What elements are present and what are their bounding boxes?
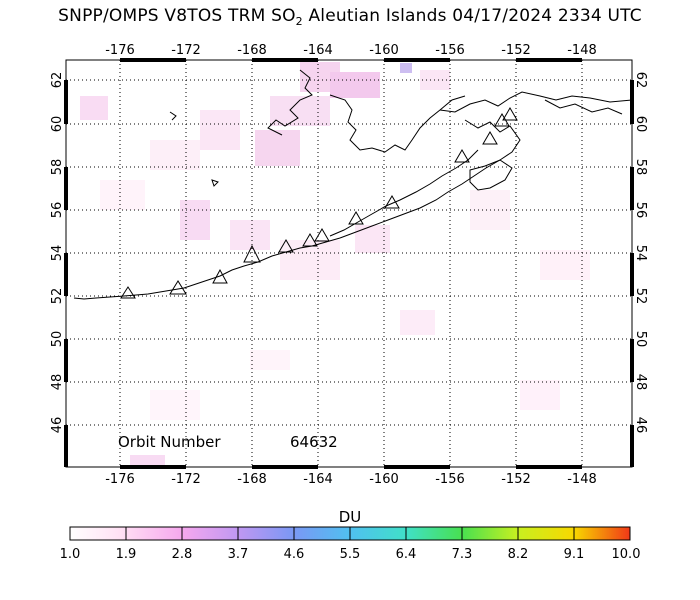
- triangle-icon: [120, 286, 136, 299]
- lat-label: 50: [50, 331, 65, 348]
- colorbar-tick-label: 9.1: [564, 547, 585, 562]
- so2-pixels: [80, 62, 590, 467]
- lat-label: 56: [50, 202, 65, 219]
- colorbar-tick-label: 5.5: [340, 547, 361, 562]
- coastline-bristol-bay: [329, 94, 466, 153]
- frame-scale-bars: [64, 58, 634, 469]
- lon-label: -160: [369, 43, 399, 58]
- lat-label: 50: [633, 331, 648, 348]
- lon-label: -164: [303, 472, 333, 487]
- triangle-icon: [502, 107, 518, 121]
- lon-label: -152: [501, 43, 531, 58]
- colorbar-unit: DU: [339, 508, 362, 526]
- lat-label: 60: [50, 116, 65, 133]
- colorbar-ticks: [125, 527, 575, 540]
- lon-label: -168: [237, 472, 267, 487]
- orbit-number: 64632: [290, 433, 338, 451]
- lon-label: -160: [369, 472, 399, 487]
- colorbar-tick-label: 3.7: [228, 547, 249, 562]
- map-title: SNPP/OMPS V8TOS TRM SO2 Aleutian Islands…: [0, 6, 700, 28]
- coastline-western-alaska: [267, 69, 313, 136]
- lon-label: -156: [435, 43, 465, 58]
- colorbar-tick-label: 8.2: [508, 547, 529, 562]
- lat-label: 62: [50, 72, 65, 89]
- lon-labels-top: -176 -172 -168 -164 -160 -156 -152 -148: [105, 43, 597, 58]
- lat-label: 46: [633, 417, 648, 434]
- coastline-cook-inlet: [544, 99, 623, 115]
- orbit-label: Orbit Number: [118, 433, 221, 451]
- title-subscript: 2: [295, 15, 303, 28]
- colorbar-tick-labels: 1.0 1.9 2.8 3.7 4.6 5.5 6.4 7.3 8.2 9.1 …: [60, 547, 641, 562]
- lat-label: 48: [50, 374, 65, 391]
- lat-labels-left: 62 60 58 56 54 52 50 48 46: [50, 72, 65, 434]
- lat-label: 54: [633, 245, 648, 262]
- triangle-icon: [243, 244, 261, 263]
- triangle-icon: [302, 233, 318, 247]
- triangle-icon: [384, 195, 400, 209]
- colorbar-tick-label: 10.0: [612, 547, 641, 562]
- lon-label: -148: [567, 472, 597, 487]
- lat-label: 48: [633, 374, 648, 391]
- lat-label: 58: [50, 159, 65, 176]
- lat-label: 52: [50, 288, 65, 305]
- coastlines: [73, 69, 633, 300]
- lon-labels-bottom: -176 -172 -168 -164 -160 -156 -152 -148: [105, 472, 597, 487]
- lat-label: 62: [633, 72, 648, 89]
- lat-label: 52: [633, 288, 648, 305]
- map-panel: [64, 58, 634, 469]
- lat-label: 58: [633, 159, 648, 176]
- coastline-kodiak: [469, 159, 513, 191]
- colorbar-tick-label: 6.4: [396, 547, 417, 562]
- triangle-icon: [212, 268, 228, 284]
- colorbar-tick-label: 2.8: [172, 547, 193, 562]
- colorbar-tick-label: 4.6: [284, 547, 305, 562]
- lon-label: -164: [303, 43, 333, 58]
- volcano-markers: [120, 107, 518, 299]
- triangle-icon: [169, 280, 187, 295]
- lat-label: 54: [50, 245, 65, 262]
- lon-label: -176: [105, 43, 135, 58]
- lon-label: -148: [567, 43, 597, 58]
- colorbar-tick-label: 7.3: [452, 547, 473, 562]
- lat-labels-right: 62 60 58 56 54 52 50 48 46: [633, 72, 648, 434]
- coastline-alaska-peninsula-south: [329, 149, 479, 237]
- colorbar-tick-label: 1.9: [116, 547, 137, 562]
- coastline-aleutian-chain: [73, 237, 341, 300]
- lat-label: 60: [633, 116, 648, 133]
- lat-label: 56: [633, 202, 648, 219]
- title-suffix: Aleutian Islands 04/17/2024 2334 UTC: [302, 6, 642, 26]
- triangle-icon: [348, 211, 364, 225]
- lon-label: -156: [435, 472, 465, 487]
- triangle-icon: [314, 228, 330, 242]
- coastline-st-matthew: [169, 111, 177, 121]
- lon-label: -168: [237, 43, 267, 58]
- coastline-southcentral: [439, 91, 633, 113]
- triangle-icon: [278, 239, 294, 253]
- lat-label: 46: [50, 417, 65, 434]
- lon-label: -172: [171, 43, 201, 58]
- title-prefix: SNPP/OMPS V8TOS TRM SO: [58, 6, 296, 26]
- triangle-icon: [482, 131, 498, 145]
- colorbar: DU 1.0 1.9 2.8 3.7 4.6 5.5 6.4 7.3 8.2 9…: [60, 508, 641, 562]
- lon-label: -172: [171, 472, 201, 487]
- lon-label: -152: [501, 472, 531, 487]
- coastline-pribilof: [211, 179, 219, 187]
- colorbar-tick-label: 1.0: [60, 547, 81, 562]
- lon-label: -176: [105, 472, 135, 487]
- coastline-alaska-peninsula-north: [339, 119, 521, 239]
- triangle-icon: [454, 149, 470, 163]
